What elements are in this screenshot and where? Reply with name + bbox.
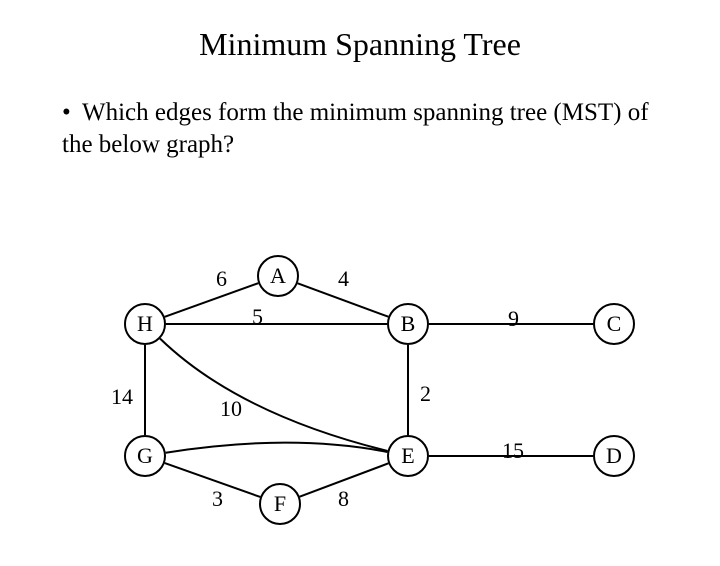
graph-edge [160,339,388,451]
edge-weight-label: 5 [252,304,263,330]
edge-layer [0,26,720,566]
edge-weight-label: 9 [508,306,519,332]
edge-weight-label: 4 [338,266,349,292]
edge-weight-label: 3 [212,486,223,512]
edge-weight-label: 8 [338,486,349,512]
graph-node-d: D [593,435,635,477]
graph-node-a: A [257,255,299,297]
edge-weight-label: 14 [111,384,133,410]
graph-edge [166,443,388,453]
graph-diagram: 6 4 5 9 14 2 10 3 8 15 A H B C G E D F [0,26,720,566]
graph-node-f: F [259,483,301,525]
edge-weight-label: 2 [420,381,431,407]
graph-edge [165,283,258,317]
graph-node-e: E [387,435,429,477]
graph-node-c: C [593,303,635,345]
edge-weight-label: 15 [502,438,524,464]
edge-weight-label: 6 [216,266,227,292]
graph-node-b: B [387,303,429,345]
edge-weight-label: 10 [220,396,242,422]
graph-node-g: G [124,435,166,477]
graph-node-h: H [124,303,166,345]
